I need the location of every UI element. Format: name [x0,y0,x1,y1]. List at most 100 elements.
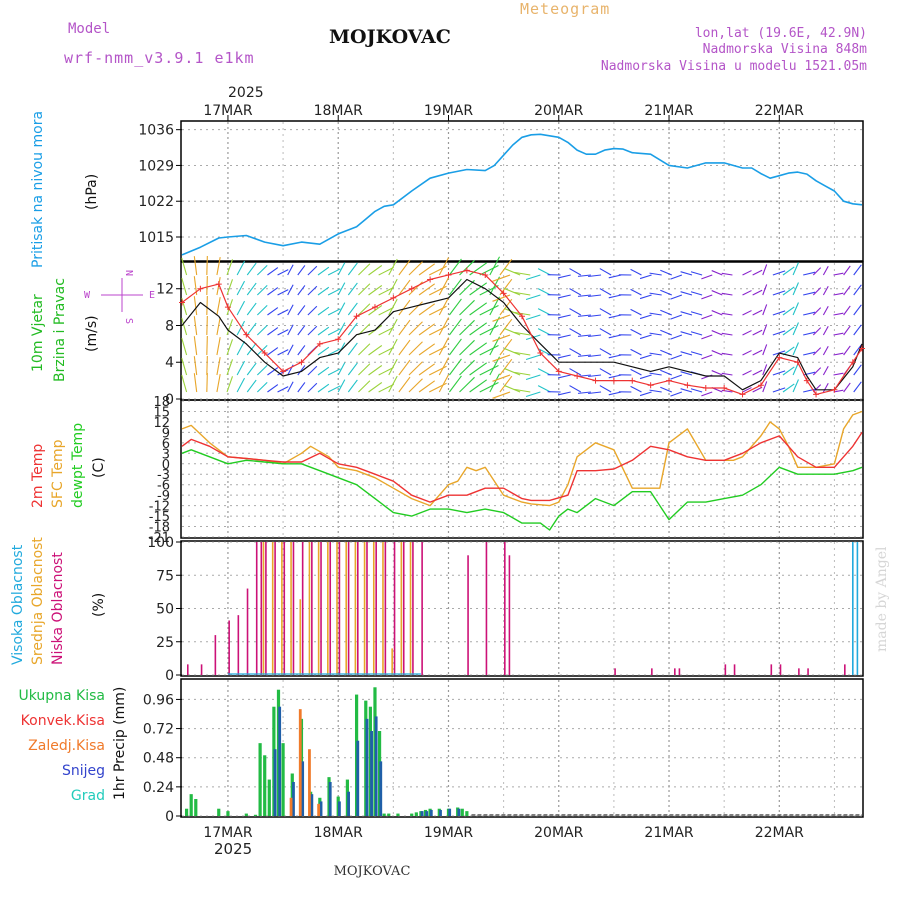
wind-arrow [226,339,234,356]
precip-bar-total [410,813,414,816]
ytick-label-panel2: -15 [149,510,170,525]
wind-arrow [588,294,602,298]
wind-arrow [337,342,346,356]
wind-gust-marker [261,350,268,357]
ytick-label-panel4: 0.48 [143,751,174,767]
wind-gust-marker [316,340,323,347]
ytick-label-panel2: 6 [162,437,170,452]
wind-arrow [537,385,551,393]
wind-arrow [368,305,383,316]
wind-arrow [577,334,591,337]
wind-arrow [557,274,571,279]
wind-arrow [577,294,591,297]
wind-arrow [479,305,499,316]
wind-arrow [347,282,358,296]
wind-arrow [762,264,768,276]
wind-arrow [469,362,488,376]
precip-legend-conv: Konvek.Kisa [21,713,105,729]
wind-arrow [277,386,289,393]
ytick-label-panel4: 0.24 [143,780,174,796]
wind-arrow [398,279,411,296]
wind-arrow [236,360,246,376]
wind-arrow [236,280,246,296]
wind-arrow [569,368,582,376]
wind-arrow [608,354,622,359]
wind-arrow [514,388,531,393]
wind-arrow [504,307,521,316]
precip-bar-snow [374,716,378,816]
precip-bar-snow [347,791,351,816]
wind-gust-marker [463,267,470,274]
wind-arrow [690,388,703,393]
wind-arrow [378,306,394,316]
wind-arrow [327,348,341,356]
precip-bar-snow [278,706,282,816]
wind-arrow [246,302,257,316]
wind-arrow [711,370,723,376]
wind-arrow [408,361,423,376]
wind-arrow [479,365,499,376]
wind-arrow [256,381,268,393]
wind-arrow [569,268,582,276]
wind-arrow [557,391,571,396]
wind-arrow [742,270,752,276]
wind-arrow [287,264,294,276]
wind-arrow [608,314,622,319]
wind-arrow [504,327,521,336]
wind-arrow [256,264,268,276]
ytick-label-panel0: 1036 [138,123,174,139]
wind-arrow [782,346,795,356]
wind-gust-marker [813,391,820,398]
wind-arrow [504,287,521,296]
wind-gust-marker [629,377,636,384]
wind-arrow [649,372,662,376]
wind-arrow [216,297,221,316]
wind-arrow [569,328,582,336]
wind-arrow [378,286,394,296]
wind-gust-marker [215,281,222,288]
wind-y-title-2: Brzina i Pravac [52,278,68,382]
wind-gust-marker [859,345,865,352]
wind-arrow [337,282,346,296]
precip-legend-frozen: Zaledj.Kisa [28,738,105,754]
wind-arrow [193,373,198,393]
wind-arrow [206,316,208,336]
top-date-tick: 18MAR [314,103,363,119]
wind-arrow [772,310,786,316]
ytick-label-panel2: 3 [162,447,170,462]
wind-arrow [752,309,763,316]
precip-bar-snow [448,808,452,816]
precip-bar-snow [273,749,277,816]
pressure-panel [180,120,864,262]
wind-arrow [418,323,436,336]
ytick-label-panel3: 25 [156,635,174,651]
wind-arrow [327,308,341,316]
wind-arrow [347,262,358,276]
wind-arrow [398,319,411,336]
wind-arrow [307,305,318,316]
wind-arrow [557,354,571,359]
wind-arrow [843,325,851,336]
wind-arrow [752,369,763,376]
wind-arrow [337,322,346,336]
wind-y-title-1: 10m Vjetar [30,294,46,372]
wind-arrow [408,378,423,393]
wind-arrow [226,376,234,393]
wind-arrow [514,331,531,336]
wind-arrow [711,350,723,356]
precip-bar-frozen [298,709,302,816]
wind-arrow [569,288,582,296]
precip-bar-snow [338,801,341,816]
wind-arrow [193,356,198,376]
wind-arrow [428,345,447,356]
watermark: made by Angel [874,546,890,652]
wind-arrow [236,260,246,276]
wind-arrow [448,358,462,376]
wind-arrow [721,272,733,276]
wind-arrow [398,259,411,276]
wind-arrow [792,379,799,393]
wind-arrow [492,274,511,282]
wind-arrow [822,365,829,376]
wind-arrow [803,311,816,316]
precip-legend-total: Ukupna Kisa [18,688,105,704]
